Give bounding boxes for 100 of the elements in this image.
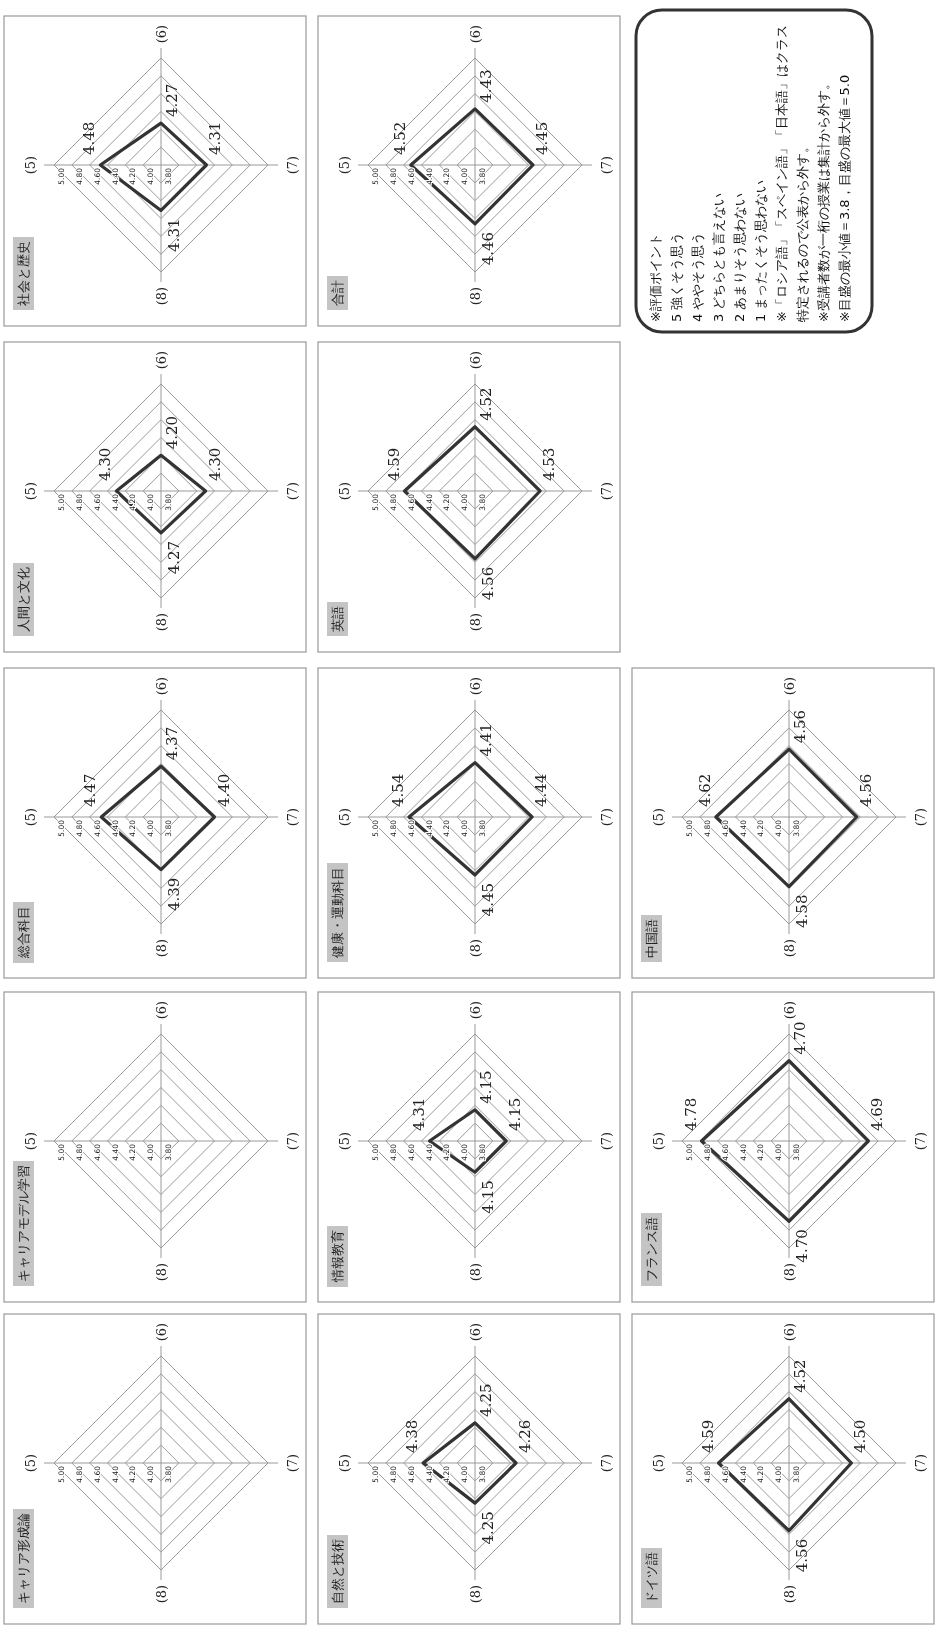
data-label: 4.15 — [479, 1180, 497, 1214]
spoke-label: (6) — [782, 1322, 797, 1342]
text: 5 強くそう思う — [669, 231, 684, 322]
data-label: 4.70 — [791, 1021, 809, 1055]
spoke-label: (6) — [154, 24, 169, 44]
data-label: 4.25 — [477, 1383, 495, 1417]
data-label: 4.59 — [384, 447, 403, 481]
data-label: 4.30 — [205, 447, 224, 481]
text: 4 ややそう思う — [690, 231, 705, 322]
spoke-label: (7) — [599, 1131, 614, 1151]
spoke-label: (5) — [651, 1131, 666, 1151]
spoke-label: (6) — [782, 1000, 797, 1020]
spoke-label: (6) — [154, 350, 169, 370]
spoke-label: (5) — [23, 481, 38, 501]
spoke-label: (5) — [337, 807, 352, 827]
spoke-label: (7) — [285, 155, 300, 175]
spoke-label: (6) — [782, 676, 797, 696]
spoke-label: (7) — [285, 807, 300, 827]
data-label: 4.52 — [477, 387, 495, 421]
data-label: 4.47 — [81, 773, 100, 807]
spoke-label: (5) — [337, 155, 352, 175]
data-label: 4.56 — [479, 566, 497, 601]
spoke-label: (8) — [154, 286, 169, 306]
data-label: 4.38 — [403, 1419, 422, 1453]
text: ※「ロシア語」「スペイン語」「日本語」はクラス — [774, 25, 789, 322]
data-label: 4.56 — [791, 709, 809, 744]
spoke-label: (5) — [23, 1453, 38, 1473]
spoke-label: (5) — [337, 481, 352, 501]
text: 2 あまりそう思わない — [732, 192, 747, 322]
spoke-label: (6) — [154, 1322, 169, 1342]
text: 合計 — [330, 280, 345, 306]
data-label: 4.45 — [479, 882, 497, 917]
data-label: 4.39 — [165, 877, 183, 912]
spoke-label: (8) — [468, 1262, 483, 1282]
spoke-label: (6) — [468, 676, 483, 696]
spoke-label: (7) — [913, 1131, 928, 1151]
spoke-label: (5) — [651, 807, 666, 827]
spoke-label: (5) — [337, 1131, 352, 1151]
data-label: 4.50 — [851, 1419, 870, 1453]
data-label: 4.31 — [165, 218, 183, 252]
data-label: 4.45 — [532, 121, 551, 155]
data-label: 4.15 — [506, 1097, 525, 1131]
spoke-label: (6) — [154, 1000, 169, 1020]
text: 中国語 — [644, 919, 659, 958]
spoke-label: (5) — [23, 155, 38, 175]
text: ドイツ語 — [644, 1552, 659, 1604]
text: 健康・運動科目 — [330, 867, 345, 958]
spoke-label: (8) — [154, 612, 169, 632]
text: フランス語 — [644, 1217, 659, 1282]
data-label: 4.43 — [477, 69, 495, 103]
text: ※目盛の最小値＝3.8，目盛の最大値＝5.0 — [837, 74, 852, 322]
spoke-label: (8) — [468, 1584, 483, 1604]
data-label: 4.15 — [477, 1070, 495, 1104]
text: 特定されるので公表から外す。 — [795, 140, 810, 322]
spoke-label: (7) — [599, 1453, 614, 1473]
text: 英語 — [330, 606, 345, 632]
data-label: 4.26 — [516, 1419, 535, 1453]
text: キャリアモデル学習 — [16, 1165, 31, 1282]
text: 人間と文化 — [16, 567, 31, 632]
spoke-label: (6) — [468, 1000, 483, 1020]
spoke-label: (8) — [782, 1584, 797, 1604]
data-label: 4.48 — [80, 121, 99, 155]
data-label: 4.52 — [390, 121, 409, 155]
spoke-label: (6) — [468, 350, 483, 370]
spoke-label: (7) — [285, 481, 300, 501]
data-label: 4.37 — [163, 726, 181, 761]
text: 社会と歴史 — [16, 241, 31, 306]
data-label: 4.40 — [214, 773, 233, 807]
text: 情報教育 — [330, 1230, 345, 1283]
spoke-label: (7) — [285, 1131, 300, 1151]
data-label: 4.58 — [793, 894, 811, 928]
spoke-label: (5) — [651, 1453, 666, 1473]
spoke-label: (6) — [154, 676, 169, 696]
data-label: 4.46 — [479, 231, 497, 266]
data-label: 4.30 — [96, 447, 115, 481]
text: 1 まったくそう思わない — [753, 179, 768, 322]
data-label: 4.52 — [791, 1359, 809, 1393]
spoke-label: (7) — [599, 481, 614, 501]
data-label: 4.59 — [698, 1419, 717, 1453]
text: ※評価ポイント — [648, 233, 663, 322]
data-label: 4.56 — [793, 1538, 811, 1573]
text: 総合科目 — [16, 906, 31, 959]
data-label: 4.27 — [165, 540, 183, 575]
data-label: 4.31 — [409, 1097, 428, 1131]
spoke-label: (8) — [468, 612, 483, 632]
data-label: 4.27 — [163, 83, 181, 118]
spoke-label: (7) — [599, 807, 614, 827]
data-label: 4.69 — [868, 1097, 887, 1131]
spoke-label: (7) — [599, 155, 614, 175]
spoke-label: (7) — [913, 1453, 928, 1473]
text: 3 どちらとも言えない — [711, 192, 726, 322]
text: 自然と技術 — [330, 1539, 345, 1604]
data-label: 4.41 — [477, 723, 495, 757]
data-label: 4.56 — [856, 773, 875, 807]
spoke-label: (8) — [154, 938, 169, 958]
spoke-label: (5) — [337, 1453, 352, 1473]
spoke-label: (6) — [468, 1322, 483, 1342]
text: ※受講者数が一桁の授業は集計から外す。 — [816, 77, 831, 322]
spoke-label: (8) — [154, 1584, 169, 1604]
spoke-label: (8) — [782, 1262, 797, 1282]
